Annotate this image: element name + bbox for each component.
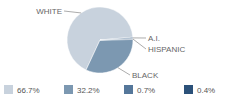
legend-label: 0.4% bbox=[197, 86, 215, 95]
slice bbox=[86, 39, 133, 73]
slice-label: WHITE bbox=[36, 7, 62, 16]
leader-line bbox=[64, 11, 81, 13]
slice-label: HISPANIC bbox=[148, 45, 185, 54]
chart: WHITE BLACK A.I. HISPANIC 66.7% 32.2% 0.7% 0.4% bbox=[0, 0, 240, 100]
legend-swatch bbox=[4, 85, 13, 94]
legend-swatch bbox=[64, 85, 73, 94]
slice-label: BLACK bbox=[132, 71, 159, 80]
legend-label: 0.7% bbox=[137, 86, 155, 95]
slice bbox=[100, 39, 133, 40]
leader-line bbox=[133, 39, 146, 49]
legend-label: 66.7% bbox=[17, 86, 40, 95]
slice bbox=[100, 37, 133, 40]
legend-swatch bbox=[184, 85, 193, 94]
slice-label: A.I. bbox=[148, 34, 160, 43]
legend: 66.7% 32.2% 0.7% 0.4% bbox=[4, 85, 215, 95]
leader-line bbox=[118, 68, 130, 75]
pie bbox=[67, 7, 133, 73]
leader-line bbox=[133, 37, 146, 38]
legend-swatch bbox=[124, 85, 133, 94]
legend-label: 32.2% bbox=[77, 86, 100, 95]
